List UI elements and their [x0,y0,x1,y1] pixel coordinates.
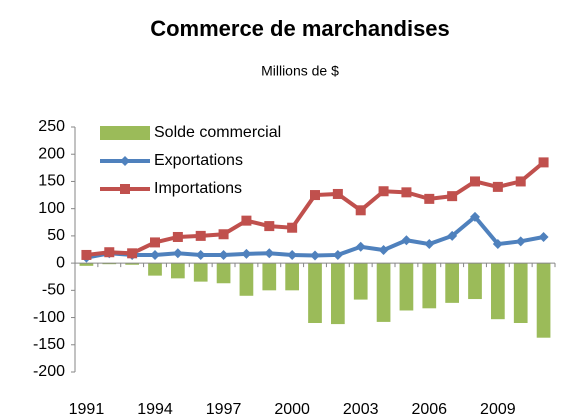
x-tick-label: 2000 [274,401,310,418]
bar [148,263,162,276]
y-tick-label: -50 [42,282,65,299]
marker [287,249,298,260]
legend-label: Importations [154,180,242,197]
marker [447,230,458,241]
bar [125,263,139,265]
marker [538,231,549,242]
y-tick-label: 50 [47,227,65,244]
bar [468,263,482,300]
y-tick-label: -200 [33,363,65,380]
bar [102,263,117,265]
marker [310,190,320,201]
bar [216,263,231,284]
marker [492,239,503,250]
marker [127,248,138,259]
legend-marker [120,184,130,194]
marker [241,248,252,259]
bar [331,263,345,325]
x-tick-label: 2009 [480,401,516,418]
marker [515,236,526,247]
y-tick-label: 100 [38,200,65,217]
marker [150,237,160,248]
marker [264,248,275,259]
marker [424,239,435,250]
marker [424,193,435,204]
legend-marker [120,156,130,166]
marker [492,181,503,192]
bar [239,263,254,296]
bar [171,263,185,279]
bar [353,263,368,300]
bar [193,263,208,282]
bar [308,263,322,323]
marker [104,247,115,258]
bar [445,263,459,303]
marker [310,250,320,261]
marker [195,230,206,241]
legend-label: Exportations [154,152,243,169]
marker [218,249,229,260]
bar [79,263,94,266]
marker [355,205,366,216]
bar [422,263,437,309]
legend-swatch [100,126,150,140]
bar [491,263,505,320]
marker [401,235,412,246]
chart-title: Commerce de marchandises [150,16,450,41]
marker [355,241,366,252]
x-tick-label: 1994 [137,401,173,418]
marker [241,215,252,226]
marker [150,249,160,260]
y-tick-label: 200 [38,145,65,162]
marker [470,211,480,222]
bar [376,263,391,322]
marker [264,221,275,232]
bar [513,263,528,323]
y-tick-label: -150 [33,336,65,353]
marker [332,188,343,199]
x-tick-label: 1997 [206,401,242,418]
marker [401,187,412,198]
marker [172,248,183,259]
marker [332,249,343,260]
y-tick-label: 0 [56,254,65,271]
marker [218,229,229,240]
marker [81,249,92,260]
marker [378,245,389,256]
marker [538,157,549,168]
y-tick-label: 250 [38,118,65,135]
y-tick-label: -100 [33,309,65,326]
chart-subtitle: Millions de $ [261,63,339,79]
legend-label: Solde commercial [154,124,281,141]
bar [536,263,551,338]
x-tick-label: 2006 [411,401,447,418]
marker [287,222,298,233]
marker [447,191,458,202]
marker [515,176,526,187]
x-tick-label: 1991 [69,401,105,418]
x-tick-label: 2003 [343,401,379,418]
bar [262,263,277,291]
marker [470,176,480,187]
bar [399,263,414,311]
marker [378,186,389,197]
y-tick-label: 150 [38,173,65,190]
bar [285,263,299,291]
marker [195,249,206,260]
marker [172,231,183,242]
